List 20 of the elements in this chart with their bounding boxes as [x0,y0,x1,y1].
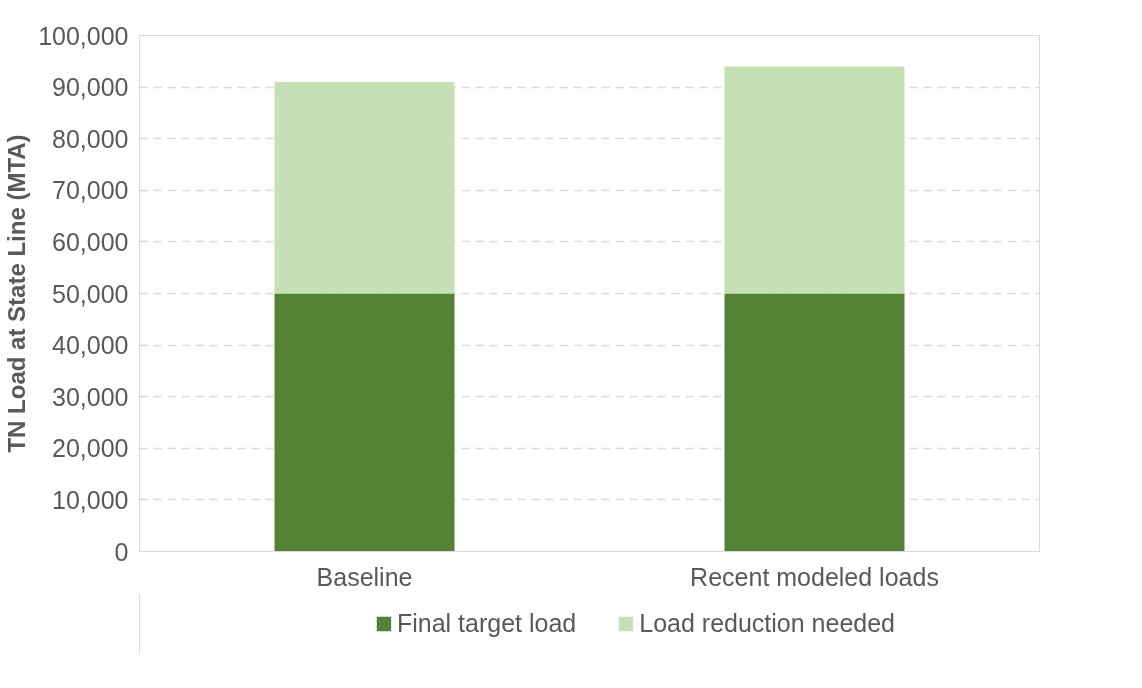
y-tick-label: 40,000 [52,331,129,360]
y-tick-label: 100,000 [38,21,129,50]
y-tick-label: 80,000 [52,124,129,153]
y-tick-label: 0 [114,537,129,566]
bar [724,66,905,294]
y-tick-label: 60,000 [52,227,129,256]
x-tick-label: Baseline [316,562,413,591]
y-axis-title: TN Load at State Line (MTA) [3,134,31,453]
legend-label: Load reduction needed [639,608,896,638]
legend-label: Final target load [396,608,577,638]
y-tick-label: 70,000 [52,176,129,205]
y-tick-label: 20,000 [52,434,129,463]
bar [274,81,455,294]
y-tick-label: 10,000 [52,485,129,514]
y-tick-label: 50,000 [52,279,129,308]
bar [724,293,905,552]
bar [274,293,455,552]
y-tick-label: 30,000 [52,382,129,411]
y-tick-label: 90,000 [52,73,129,102]
x-tick-label: Recent modeled loads [690,562,939,591]
